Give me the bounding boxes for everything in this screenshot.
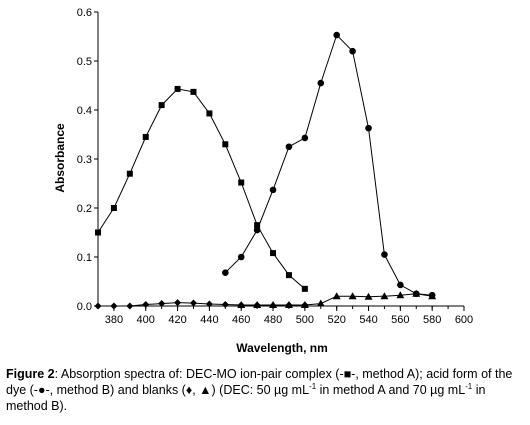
data-point-circle bbox=[253, 226, 261, 234]
caption-superscript-2: -1 bbox=[465, 381, 473, 391]
series-line-square bbox=[97, 88, 306, 290]
absorption-spectra-chart: 0.0 0.1 0.2 0.3 0.4 0.5 0.6 380 400 420 440 460 480 5… bbox=[53, 7, 473, 355]
data-point-square bbox=[254, 222, 261, 229]
x-axis-title: Wavelength, nm bbox=[236, 341, 328, 355]
data-point-square bbox=[238, 179, 245, 186]
chart-axes: 0.0 0.1 0.2 0.3 0.4 0.5 0.6 380 400 420 440 460 480 5… bbox=[77, 7, 473, 326]
chart-canvas: 0.0 0.1 0.2 0.3 0.4 0.5 0.6 380 400 420 440 460 480 5… bbox=[53, 7, 473, 355]
data-point-circle bbox=[237, 253, 245, 261]
data-point-triangle bbox=[300, 301, 309, 309]
x-tick-label: 580 bbox=[423, 314, 441, 326]
x-tick-label: 540 bbox=[359, 314, 377, 326]
data-point-square bbox=[110, 205, 117, 211]
caption-label: Figure 2 bbox=[6, 367, 55, 381]
data-point-triangle bbox=[412, 289, 421, 297]
data-point-circle bbox=[317, 79, 325, 87]
data-point-square bbox=[270, 250, 277, 257]
data-point-triangle bbox=[364, 292, 373, 300]
x-tick-label: 380 bbox=[105, 314, 123, 326]
data-point-triangle bbox=[284, 301, 293, 309]
data-point-circle bbox=[333, 31, 340, 39]
x-tick-label: 500 bbox=[296, 314, 314, 326]
data-point-square bbox=[222, 141, 229, 148]
data-point-square bbox=[285, 272, 292, 279]
x-tick-label: 420 bbox=[168, 314, 186, 326]
caption-text-3: in method B). bbox=[6, 383, 486, 413]
x-tick-label: 460 bbox=[232, 314, 250, 326]
series-line-circle bbox=[224, 34, 433, 296]
data-point-triangle bbox=[380, 292, 389, 300]
caption-text-2: in method A and 70 µg mL bbox=[316, 383, 466, 397]
data-point-triangle bbox=[348, 292, 357, 300]
chart-marks bbox=[94, 31, 437, 310]
data-point-diamond bbox=[205, 300, 213, 308]
data-point-circle bbox=[381, 251, 388, 258]
data-point-circle bbox=[301, 134, 309, 142]
x-tick-label: 560 bbox=[391, 314, 409, 326]
data-point-diamond bbox=[158, 300, 166, 308]
caption-text: : Absorption spectra of: DEC-MO ion-pair… bbox=[6, 367, 513, 397]
data-point-triangle bbox=[396, 291, 405, 299]
data-point-diamond bbox=[142, 301, 150, 309]
x-tick-label: 520 bbox=[328, 314, 346, 326]
data-point-square bbox=[95, 229, 101, 236]
data-point-square bbox=[174, 85, 181, 92]
y-tick-label: 0.3 bbox=[77, 154, 92, 166]
data-point-diamond bbox=[110, 302, 118, 310]
y-tick-label: 0.6 bbox=[77, 7, 92, 19]
figure-caption: Figure 2: Absorption spectra of: DEC-MO … bbox=[6, 366, 526, 414]
x-tick-label: 400 bbox=[137, 314, 155, 326]
data-point-square bbox=[206, 110, 213, 117]
data-point-triangle bbox=[332, 292, 341, 300]
data-point-square bbox=[190, 88, 197, 95]
x-tick-label: 600 bbox=[455, 314, 473, 326]
data-point-square bbox=[126, 170, 133, 177]
y-tick-label: 0.4 bbox=[77, 105, 92, 117]
data-point-circle bbox=[222, 269, 229, 276]
y-tick-label: 0.0 bbox=[77, 301, 92, 313]
data-point-triangle bbox=[428, 292, 437, 300]
data-point-diamond bbox=[126, 302, 134, 310]
data-point-square bbox=[301, 285, 308, 292]
x-tick-label: 440 bbox=[200, 314, 218, 326]
data-point-triangle bbox=[316, 299, 325, 307]
data-point-circle bbox=[397, 281, 404, 289]
x-tick-label: 480 bbox=[264, 314, 282, 326]
data-point-circle bbox=[365, 124, 372, 132]
y-tick-label: 0.5 bbox=[77, 56, 92, 68]
data-point-diamond bbox=[221, 301, 229, 309]
data-point-circle bbox=[285, 143, 293, 151]
data-point-circle bbox=[349, 47, 356, 55]
data-point-diamond bbox=[189, 299, 197, 307]
y-tick-label: 0.2 bbox=[77, 203, 92, 215]
data-point-square bbox=[142, 133, 149, 140]
caption-superscript-1: -1 bbox=[309, 381, 317, 391]
y-tick-label: 0.1 bbox=[77, 252, 92, 264]
data-point-triangle bbox=[269, 301, 278, 309]
data-point-triangle bbox=[237, 301, 246, 309]
data-point-square bbox=[158, 102, 165, 109]
y-axis-title: Absorbance bbox=[53, 123, 67, 193]
data-point-triangle bbox=[253, 301, 262, 309]
data-point-diamond bbox=[94, 302, 102, 310]
data-point-diamond bbox=[174, 299, 182, 307]
data-point-circle bbox=[269, 186, 277, 194]
